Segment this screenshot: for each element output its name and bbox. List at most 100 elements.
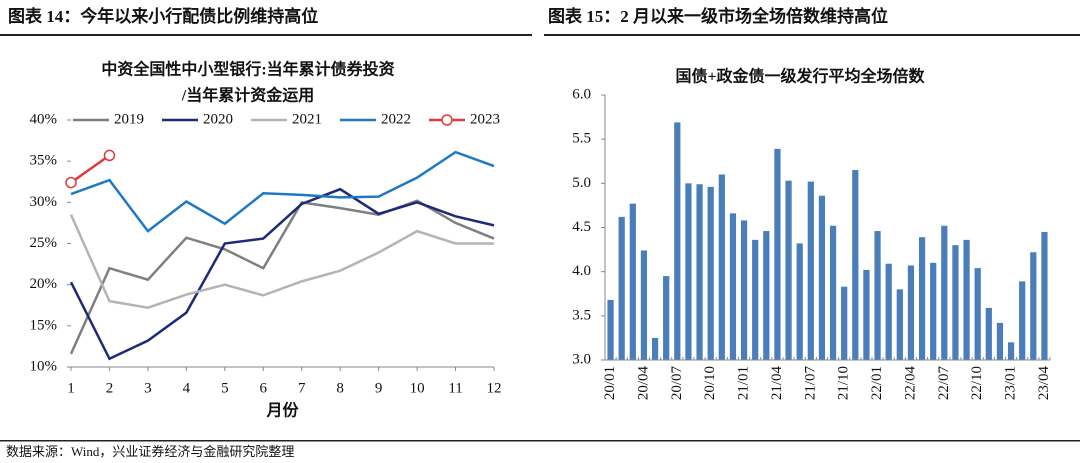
footer-rule bbox=[0, 440, 1080, 442]
bar bbox=[874, 231, 881, 360]
x-tick-label: 2 bbox=[106, 380, 114, 396]
y-tick-label: 30% bbox=[30, 194, 58, 210]
bar bbox=[729, 213, 737, 360]
x-tick-label: 20/01 bbox=[602, 366, 618, 400]
bar bbox=[974, 268, 981, 360]
legend-label: 2019 bbox=[114, 111, 144, 127]
legend-marker bbox=[441, 114, 453, 126]
bar bbox=[952, 245, 959, 360]
bar bbox=[985, 307, 992, 360]
chart-title: /当年累计资金运用 bbox=[181, 86, 314, 105]
y-tick-label: 35% bbox=[30, 153, 58, 169]
x-tick-label: 22/07 bbox=[936, 366, 952, 401]
bar bbox=[907, 265, 915, 360]
x-tick-label: 21/10 bbox=[836, 366, 852, 400]
bar bbox=[640, 250, 648, 360]
bar bbox=[930, 262, 937, 360]
x-tick-label: 20/07 bbox=[669, 366, 685, 401]
chart-title: 中资全国性中小型银行:当年累计债券投资 bbox=[101, 60, 394, 79]
x-tick-label: 1 bbox=[67, 380, 75, 396]
x-tick-label: 22/01 bbox=[869, 366, 885, 400]
y-tick-label: 5.5 bbox=[572, 131, 591, 147]
x-tick-label: 3 bbox=[144, 380, 152, 396]
header-right: 图表 15：2 月以来一级市场全场倍数维持高位 bbox=[548, 6, 888, 26]
x-tick-label: 23/01 bbox=[1003, 366, 1019, 400]
bar bbox=[618, 216, 625, 360]
chart-title: 国债+政金债一级发行平均全场倍数 bbox=[675, 67, 925, 86]
bar bbox=[663, 276, 670, 360]
bar bbox=[963, 239, 970, 360]
bar bbox=[1019, 281, 1026, 360]
series-line bbox=[70, 150, 495, 233]
bar bbox=[996, 322, 1004, 360]
legend-label: 2020 bbox=[203, 111, 233, 127]
x-tick-label: 22/10 bbox=[969, 366, 985, 400]
point bbox=[103, 149, 116, 162]
y-tick-label: 15% bbox=[30, 317, 58, 333]
bar bbox=[785, 180, 792, 360]
bar bbox=[763, 231, 770, 360]
bar bbox=[852, 170, 859, 360]
bar bbox=[774, 148, 781, 360]
x-tick-label: 20/04 bbox=[635, 366, 651, 401]
point bbox=[65, 176, 77, 189]
bar bbox=[885, 263, 892, 360]
y-tick-label: 6.0 bbox=[572, 86, 591, 102]
x-tick-label: 23/04 bbox=[1036, 366, 1052, 401]
bar bbox=[829, 225, 837, 360]
legend-label: 2022 bbox=[381, 111, 411, 127]
y-tick-label: 5.0 bbox=[572, 175, 591, 191]
bar bbox=[607, 299, 614, 360]
bar bbox=[651, 337, 659, 360]
x-tick-label: 6 bbox=[260, 380, 268, 396]
y-tick-label: 10% bbox=[30, 358, 58, 374]
x-tick-label: 10 bbox=[410, 380, 425, 396]
series-line bbox=[69, 214, 494, 310]
x-tick-label: 5 bbox=[221, 380, 229, 396]
x-tick-label: 12 bbox=[487, 380, 502, 396]
series-line bbox=[69, 199, 495, 355]
y-tick-label: 3.0 bbox=[572, 351, 591, 367]
x-tick-label: 20/10 bbox=[702, 366, 718, 400]
bar bbox=[740, 220, 748, 360]
bar bbox=[674, 122, 681, 360]
bar bbox=[1030, 252, 1037, 360]
bar bbox=[629, 203, 636, 360]
bar bbox=[818, 195, 826, 360]
x-tick-label: 4 bbox=[183, 380, 191, 396]
bar bbox=[841, 286, 848, 360]
y-tick-label: 25% bbox=[30, 235, 58, 251]
header-rule bbox=[544, 34, 1080, 36]
legend-label: 2021 bbox=[292, 111, 322, 127]
bar bbox=[918, 237, 926, 360]
bar bbox=[696, 184, 703, 360]
bar bbox=[896, 289, 903, 360]
series-line bbox=[70, 154, 111, 184]
bar bbox=[863, 269, 870, 360]
bar bbox=[1007, 342, 1015, 360]
bar bbox=[1041, 231, 1048, 360]
bar bbox=[941, 225, 948, 360]
y-tick-label: 4.5 bbox=[572, 219, 591, 235]
y-tick-label: 40% bbox=[30, 111, 58, 127]
header-rule bbox=[0, 34, 532, 36]
x-tick-label: 11 bbox=[448, 380, 462, 396]
bar bbox=[707, 186, 714, 360]
bar bbox=[685, 183, 692, 360]
legend-label: 2023 bbox=[470, 111, 500, 127]
x-tick-label: 21/07 bbox=[802, 366, 818, 401]
x-tick-label: 8 bbox=[336, 380, 344, 396]
x-tick-label: 21/01 bbox=[736, 366, 752, 400]
series-line bbox=[69, 187, 495, 361]
bar bbox=[807, 181, 814, 360]
x-axis-label: 月份 bbox=[265, 401, 299, 420]
source: 数据来源：Wind，兴业证券经济与金融研究院整理 bbox=[6, 444, 294, 459]
x-tick-label: 21/04 bbox=[769, 366, 785, 401]
y-tick-label: 20% bbox=[30, 276, 58, 292]
y-tick-label: 4.0 bbox=[572, 263, 591, 279]
x-tick-label: 7 bbox=[298, 380, 306, 396]
y-tick-label: 3.5 bbox=[572, 307, 591, 323]
bar bbox=[796, 243, 803, 360]
bar bbox=[718, 174, 725, 360]
